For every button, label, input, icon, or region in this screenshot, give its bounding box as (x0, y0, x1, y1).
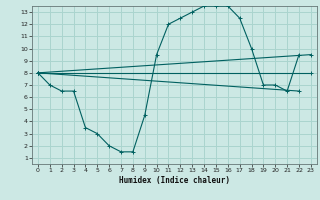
X-axis label: Humidex (Indice chaleur): Humidex (Indice chaleur) (119, 176, 230, 185)
